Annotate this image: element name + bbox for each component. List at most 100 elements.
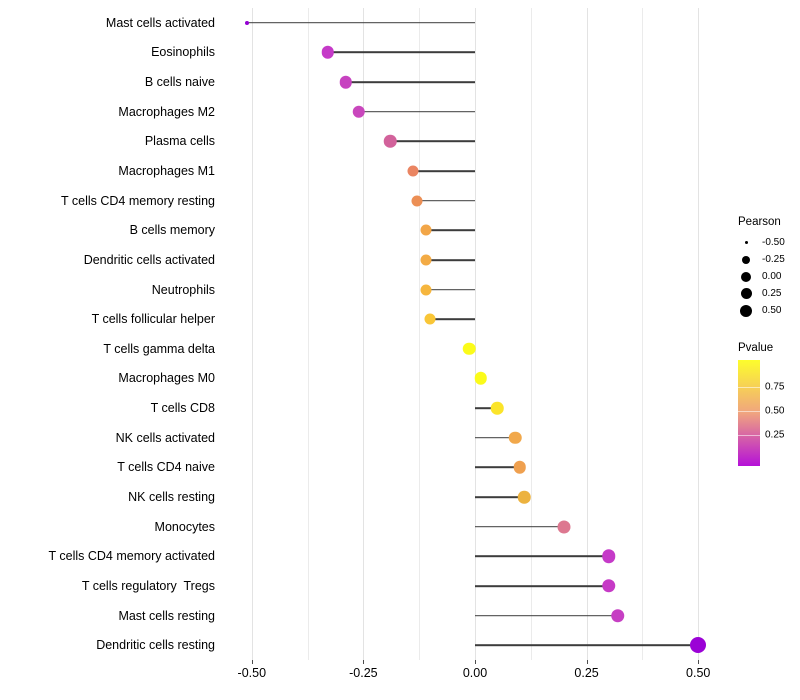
lollipop-point [420, 224, 432, 236]
lollipop-stem [475, 436, 516, 439]
x-axis-tick-mark [251, 660, 253, 664]
colorbar-wrapper: 0.75 0.50 0.25 [736, 360, 800, 466]
lollipop-row [225, 126, 725, 156]
lollipop-point [513, 461, 526, 474]
lollipop-row [225, 630, 725, 660]
legend-dot-icon [742, 255, 750, 264]
gridline-major [251, 8, 253, 660]
lollipop-row [225, 363, 725, 393]
legend-pearson-entry: 0.50 [736, 302, 800, 319]
lollipop-point [352, 105, 366, 118]
gridline-minor [307, 8, 309, 660]
lollipop-row [225, 393, 725, 423]
lollipop-row [225, 601, 725, 631]
colorbar-tick-mark [738, 435, 760, 437]
lollipop-row [225, 304, 725, 334]
lollipop-row [225, 8, 725, 38]
lollipop-stem [247, 22, 475, 24]
legend-pearson-swatch [736, 241, 756, 244]
y-axis-tick-label: NK cells activated [115, 430, 215, 445]
lollipop-row [225, 541, 725, 571]
lollipop-stem [475, 525, 565, 528]
y-axis-tick-label: Dendritic cells resting [96, 638, 215, 653]
lollipop-point [602, 579, 616, 593]
y-axis-tick-label: T cells CD4 naive [117, 460, 215, 475]
lollipop-stem [416, 199, 475, 202]
lollipop-row [225, 37, 725, 67]
plot-panel [225, 8, 725, 660]
legend-dot-icon [741, 271, 751, 282]
x-axis-tick-mark [586, 660, 588, 664]
lollipop-point [420, 254, 432, 266]
legend-dot-icon [740, 304, 752, 317]
lollipop-stem [390, 140, 475, 143]
lollipop-point [411, 195, 423, 207]
y-axis-tick-label: T cells CD8 [150, 401, 215, 416]
lollipop-row [225, 452, 725, 482]
lollipop-stem [475, 407, 498, 409]
legend-dot-icon [744, 241, 748, 244]
x-axis-tick-label: 0.00 [462, 666, 488, 680]
y-axis-tick-label: B cells naive [144, 75, 215, 90]
x-axis-tick-mark [475, 660, 476, 664]
legend-pearson-entry: -0.50 [736, 234, 800, 251]
legend-pearson-value: 0.50 [762, 305, 782, 316]
y-axis-tick-label: T cells CD4 memory resting [61, 193, 215, 208]
lollipop-point [491, 401, 504, 415]
x-axis-tick-mark [363, 660, 365, 664]
x-axis-tick-label: -0.25 [349, 666, 378, 680]
gridline-minor [530, 8, 532, 660]
y-axis-tick-label: Plasma cells [144, 134, 215, 149]
lollipop-stem [425, 288, 475, 291]
lollipop-point [462, 342, 476, 356]
y-axis-tick-label: Neutrophils [151, 282, 215, 297]
lollipop-row [225, 186, 725, 216]
legend-pearson-entry: 0.25 [736, 285, 800, 302]
lollipop-point [407, 165, 418, 177]
lollipop-point [420, 284, 432, 296]
y-axis-labels: Mast cells activated Eosinophils B cells n… [0, 8, 216, 660]
y-axis-tick-label: Macrophages M2 [118, 104, 215, 119]
gridline-major [586, 8, 588, 660]
legend-pearson-entry: 0.00 [736, 268, 800, 285]
lollipop-stem [358, 110, 475, 113]
x-axis: -0.50 -0.25 0.00 0.25 0.50 [225, 660, 725, 690]
y-axis-tick-label: Mast cells activated [105, 15, 215, 30]
lollipop-stem [475, 614, 618, 617]
legend-pearson-title: Pearson [738, 216, 781, 228]
lollipop-row [225, 512, 725, 542]
legend-pearson-entries: -0.50 -0.25 0.00 0.25 0.50 [736, 234, 800, 319]
legend-pearson-entry: -0.25 [736, 251, 800, 268]
lollipop-point [690, 637, 707, 654]
y-axis-tick-label: T cells CD4 memory activated [48, 549, 216, 564]
lollipop-row [225, 423, 725, 453]
y-axis-tick-label: NK cells resting [128, 490, 215, 504]
y-axis-tick-label: Macrophages M0 [118, 371, 215, 386]
lollipop-row [225, 571, 725, 601]
lollipop-row [225, 275, 725, 305]
legend-pvalue-color: Pvalue 0.75 0.50 0.25 [736, 342, 800, 466]
lollipop-stem [425, 259, 475, 261]
lollipop-stem [475, 496, 525, 498]
legend-pearson-value: 0.00 [762, 271, 782, 282]
lollipop-stem [475, 585, 609, 587]
lollipop-row [225, 215, 725, 245]
lollipop-point [611, 608, 625, 623]
lollipop-row [225, 67, 725, 97]
legend-pearson-swatch [736, 271, 756, 282]
y-axis-tick-label: T cells regulatory Tregs [81, 578, 215, 593]
lollipop-stem [475, 555, 609, 558]
y-axis-tick-label: Eosinophils [151, 45, 215, 60]
y-axis-tick-label: B cells memory [129, 223, 215, 238]
lollipop-stem [412, 170, 475, 172]
lollipop-stem [475, 466, 520, 469]
lollipop-stem [430, 318, 475, 320]
colorbar-tick-mark [738, 386, 760, 388]
y-axis-tick-label: T cells follicular helper [91, 312, 215, 327]
legend-pearson-value: -0.25 [762, 254, 785, 265]
pvalue-colorbar [738, 360, 760, 466]
x-axis-tick-label: 0.50 [686, 666, 711, 680]
lollipop-point [424, 313, 436, 325]
lollipop-row [225, 482, 725, 512]
legend-pearson-swatch [736, 255, 756, 264]
